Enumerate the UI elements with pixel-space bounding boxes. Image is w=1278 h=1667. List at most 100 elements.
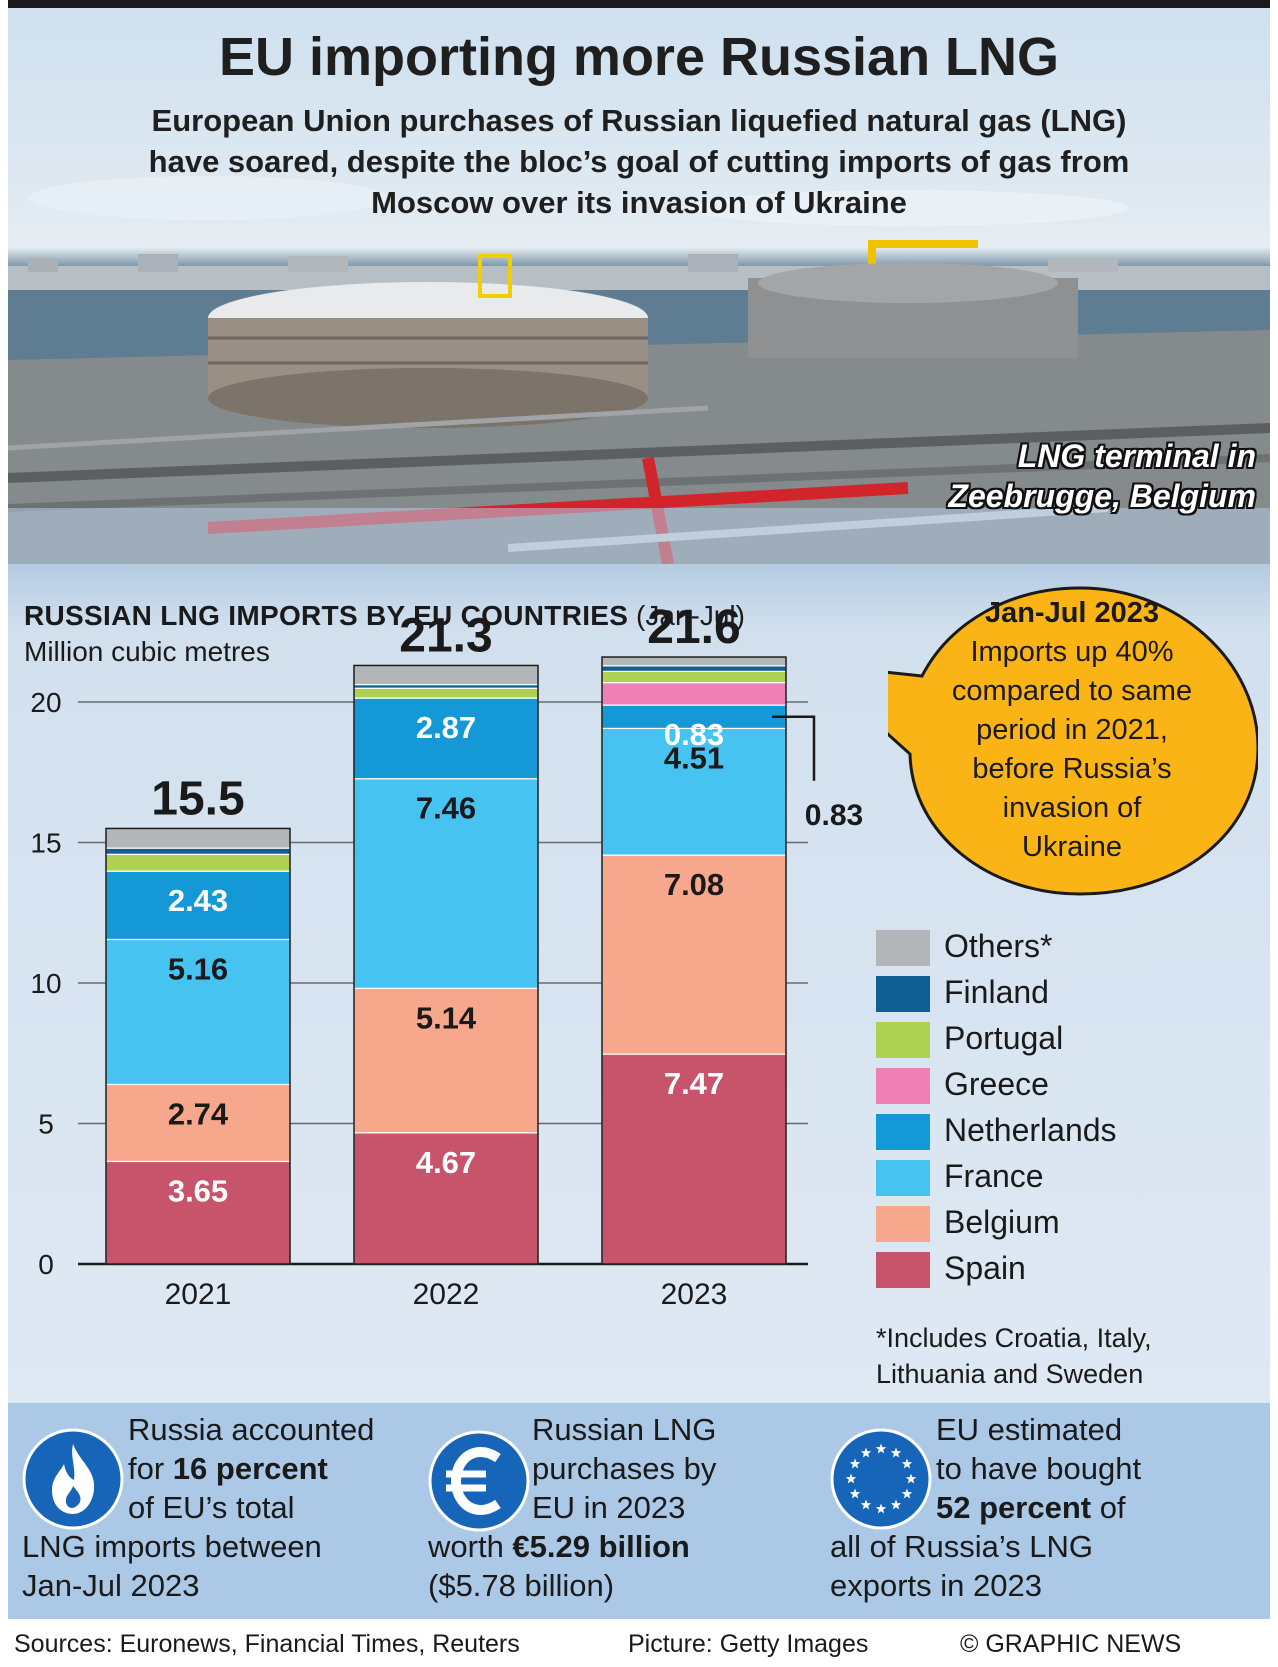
callout-line: Ukraine bbox=[1022, 831, 1122, 863]
legend-swatch bbox=[876, 1160, 930, 1196]
fact-line: LNG imports between bbox=[22, 1527, 374, 1566]
fact-text: for bbox=[128, 1451, 173, 1486]
callout-text: Jan-Jul 2023 Imports up 40% compared to … bbox=[916, 594, 1228, 867]
lng-terminal-illustration bbox=[8, 176, 1270, 564]
data-label: 7.47 bbox=[664, 1066, 724, 1101]
callout-shape bbox=[888, 586, 1258, 896]
fact-text: EU estimated bbox=[936, 1412, 1123, 1447]
photo-caption: LNG terminal in Zeebrugge, Belgium bbox=[948, 436, 1256, 516]
y-tick-label: 15 bbox=[30, 828, 61, 859]
fact-text: Russia accounted bbox=[128, 1412, 375, 1447]
data-label: 3.65 bbox=[168, 1173, 228, 1208]
fact-text: Jan-Jul 2023 bbox=[22, 1568, 200, 1603]
fact-line: Jan-Jul 2023 bbox=[22, 1566, 374, 1605]
fact-line: worth €5.29 billion bbox=[428, 1527, 716, 1566]
legend-swatch bbox=[876, 976, 930, 1012]
bar-segment-greece bbox=[601, 682, 787, 706]
fact-text: all of Russia’s LNG bbox=[830, 1529, 1094, 1564]
fact-text: exports in 2023 bbox=[830, 1568, 1042, 1603]
legend-item: Finland bbox=[876, 972, 1176, 1016]
fact-purchase-value: Russian LNG purchases by EU in 2023 worth €… bbox=[428, 1410, 716, 1605]
data-label: 5.16 bbox=[168, 951, 228, 986]
y-tick-label: 5 bbox=[38, 1109, 54, 1140]
subtitle-line: Moscow over its invasion of Ukraine bbox=[371, 185, 907, 220]
data-label: 2.74 bbox=[168, 1096, 229, 1131]
y-tick-label: 0 bbox=[38, 1249, 54, 1280]
callout-line: invasion of bbox=[1002, 792, 1142, 824]
total-label: 15.5 bbox=[151, 772, 244, 825]
data-label: 0.83 bbox=[664, 717, 724, 752]
legend-label: Spain bbox=[944, 1250, 1026, 1286]
bar-segment-belgium bbox=[353, 987, 539, 1134]
fact-line: exports in 2023 bbox=[830, 1566, 1141, 1605]
bar-segment-portugal bbox=[601, 670, 787, 684]
data-label: 4.67 bbox=[416, 1145, 476, 1180]
chart-title: Russian LNG imports by EU countries (Jan… bbox=[24, 600, 745, 632]
eu-star bbox=[875, 1503, 887, 1514]
bar-segment-portugal bbox=[105, 853, 291, 872]
fact-line: for 16 percent bbox=[22, 1449, 374, 1488]
annotation-leader bbox=[772, 715, 816, 781]
fact-text: to have bought bbox=[936, 1451, 1142, 1486]
data-label: 4.51 bbox=[664, 740, 724, 775]
fact-text: of bbox=[1091, 1490, 1126, 1525]
fact-line: ($5.78 billion) bbox=[428, 1566, 716, 1605]
annotation-label: 0.83 bbox=[805, 799, 863, 832]
fact-text: Russian LNG bbox=[532, 1412, 717, 1447]
fact-text: LNG imports between bbox=[22, 1529, 322, 1564]
chart-footnote: *Includes Croatia, Italy, Lithuania and … bbox=[876, 1320, 1266, 1392]
bar-segment-others bbox=[105, 827, 291, 849]
callout-heading: Jan-Jul 2023 bbox=[984, 597, 1160, 629]
legend-swatch bbox=[876, 1206, 930, 1242]
bar-outline bbox=[601, 656, 787, 1265]
subtitle-line: have soared, despite the bloc’s goal of … bbox=[148, 144, 1130, 179]
legend-swatch bbox=[876, 930, 930, 966]
total-label: 21.6 bbox=[647, 601, 740, 654]
data-label: 5.14 bbox=[416, 1000, 477, 1035]
fact-highlight: 16 percent bbox=[172, 1451, 328, 1486]
facts-panel bbox=[8, 1403, 1270, 1619]
eu-star bbox=[890, 1499, 902, 1510]
copyright-credit: © GRAPHIC NEWS bbox=[960, 1630, 1182, 1658]
callout-line: period in 2021, bbox=[976, 714, 1168, 746]
callout-line: Imports up 40% bbox=[970, 636, 1174, 668]
bar-outline bbox=[105, 827, 291, 1265]
y-tick-label: 10 bbox=[30, 968, 61, 999]
eu-star bbox=[849, 1488, 861, 1499]
eu-star bbox=[901, 1458, 913, 1469]
legend-item: Belgium bbox=[876, 1202, 1176, 1246]
fact-highlight: €5.29 billion bbox=[512, 1529, 690, 1564]
fact-line: of EU’s total bbox=[22, 1488, 374, 1527]
eu-star bbox=[860, 1499, 872, 1510]
legend-label: Belgium bbox=[944, 1204, 1060, 1240]
legend-label: Finland bbox=[944, 974, 1049, 1010]
legend-swatch bbox=[876, 1068, 930, 1104]
eu-star bbox=[875, 1443, 887, 1454]
total-label: 21.3 bbox=[399, 609, 492, 662]
x-tick-label: 2023 bbox=[661, 1278, 728, 1311]
fact-line: all of Russia’s LNG bbox=[830, 1527, 1141, 1566]
legend-swatch bbox=[876, 1114, 930, 1150]
fact-line: EU estimated bbox=[830, 1410, 1141, 1449]
fact-text: of EU’s total bbox=[128, 1490, 295, 1525]
page-title: EU importing more Russian LNG bbox=[218, 27, 1060, 87]
legend-item: Portugal bbox=[876, 1018, 1176, 1062]
page-subtitle: European Union purchases of Russian liqu… bbox=[48, 100, 1230, 223]
subtitle-line: European Union purchases of Russian liqu… bbox=[151, 103, 1127, 138]
data-label: 7.08 bbox=[664, 867, 724, 902]
stacked-bar-chart: 0 5 10 15 20 3.65 2.74 5.16 2.43 15.5 2021 4.67 5.14… bbox=[30, 601, 863, 1311]
bar-segment-france bbox=[353, 778, 539, 989]
callout-line: before Russia’s bbox=[972, 753, 1172, 785]
fact-text: ($5.78 billion) bbox=[428, 1568, 615, 1603]
legend-label: Greece bbox=[944, 1066, 1049, 1102]
picture-credit: Picture: Getty Images bbox=[628, 1630, 869, 1658]
x-tick-label: 2021 bbox=[165, 1278, 232, 1311]
legend-label: Netherlands bbox=[944, 1112, 1117, 1148]
fact-highlight: 52 percent bbox=[936, 1490, 1092, 1525]
flame-icon bbox=[22, 1428, 124, 1530]
fact-text: EU in 2023 bbox=[532, 1490, 686, 1525]
eu-star bbox=[890, 1447, 902, 1458]
bar-segment-spain bbox=[105, 1160, 291, 1265]
chart-title-main: Russian LNG imports by EU countries bbox=[24, 600, 629, 631]
fact-line: 52 percent of bbox=[830, 1488, 1141, 1527]
